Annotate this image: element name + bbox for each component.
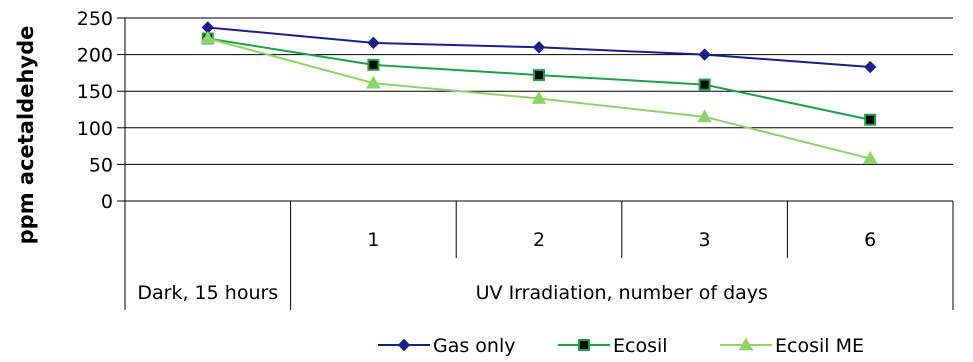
y-tick-label: 0 (101, 191, 113, 213)
y-tick-label: 150 (77, 81, 113, 103)
legend-marker (738, 337, 754, 351)
data-point (863, 60, 877, 74)
data-point (862, 151, 878, 164)
data-point (698, 48, 711, 61)
y-axis-label: ppm acetaldehyde (14, 26, 38, 245)
legend-item: Ecosil ME (720, 335, 864, 357)
x-category-label: 3 (699, 229, 711, 251)
x-group-label: UV Irradiation, number of days (476, 282, 768, 304)
series-group (201, 21, 877, 74)
legend: Gas only Ecosil Ecosil ME (378, 335, 864, 357)
x-category-label: 6 (864, 229, 876, 251)
data-point (532, 41, 546, 54)
data-point (533, 69, 545, 82)
legend-item: Gas only (378, 335, 516, 357)
series (200, 21, 878, 164)
y-tick-label: 200 (77, 45, 113, 67)
data-point (697, 109, 712, 123)
series-group (200, 30, 878, 164)
gridlines (125, 17, 953, 202)
legend-marker (578, 339, 590, 351)
x-category-label: 2 (533, 229, 545, 251)
y-tick-labels: 0 50 100 150 200 250 (77, 8, 113, 213)
y-tick-label: 250 (77, 8, 113, 30)
legend-label: Ecosil ME (775, 335, 864, 357)
legend-item: Ecosil (558, 335, 668, 357)
data-point (531, 91, 547, 104)
data-point (367, 58, 380, 71)
axes (117, 17, 954, 310)
data-point (698, 78, 711, 91)
x-category-label: 1 (367, 229, 379, 251)
data-point (367, 36, 380, 50)
data-point (366, 75, 381, 89)
y-tick-label: 50 (89, 154, 113, 176)
x-category-labels: 1 2 3 6 Dark, 15 hours UV Irradiation, number… (137, 229, 876, 304)
legend-label: Gas only (433, 335, 516, 357)
x-group-label: Dark, 15 hours (137, 282, 278, 304)
legend-label: Ecosil (613, 335, 668, 357)
legend-marker (397, 338, 411, 352)
data-point (864, 113, 877, 126)
y-tick-label: 100 (77, 118, 113, 140)
data-point (200, 30, 216, 44)
